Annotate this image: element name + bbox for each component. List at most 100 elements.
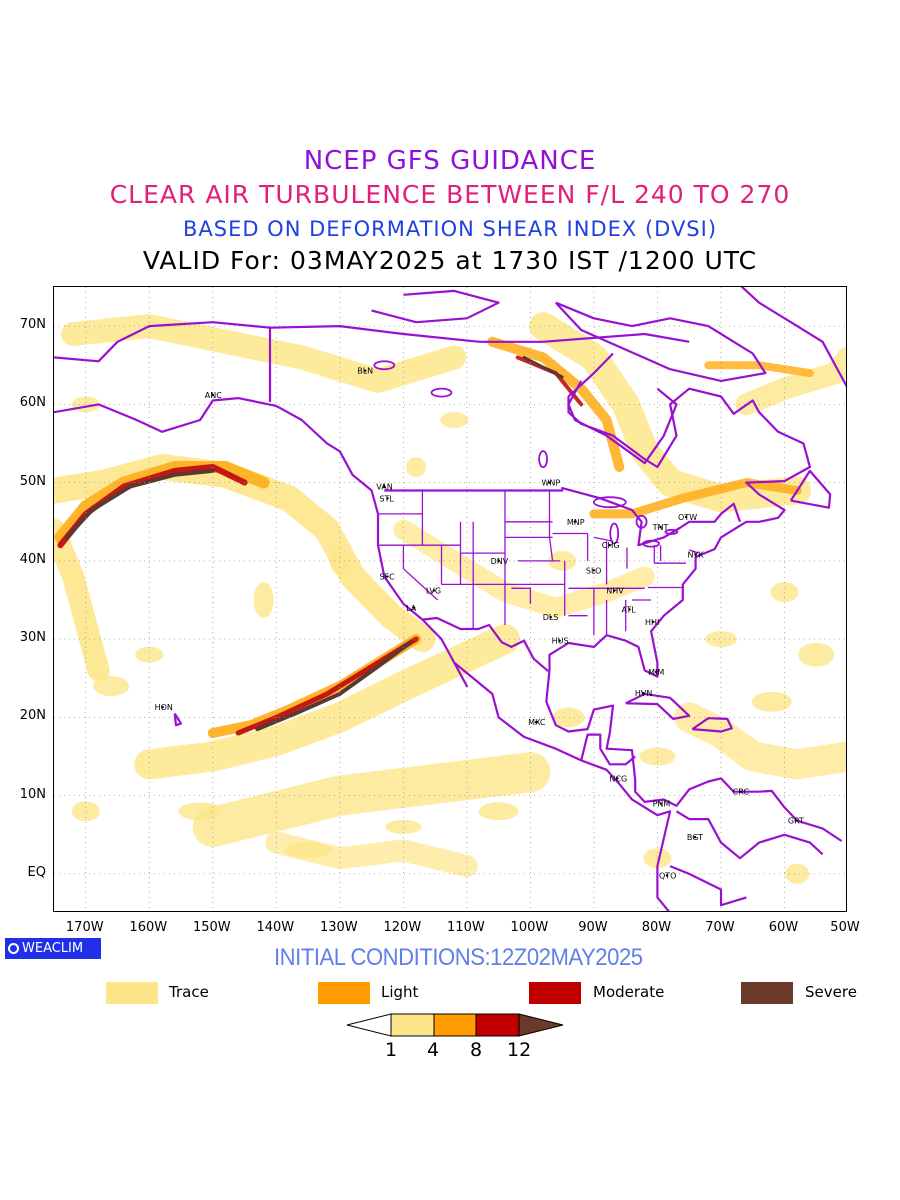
lake-outline-7 xyxy=(373,360,396,371)
lat-tick-30n: 30N xyxy=(19,630,46,646)
legend-label-light: Light xyxy=(381,983,419,1001)
trace-band-alaska xyxy=(61,314,467,393)
lat-tick-60n: 60N xyxy=(19,395,46,411)
lon-tick-120w: 120W xyxy=(383,920,422,935)
station-marker-nhv xyxy=(613,589,616,592)
station-marker-tnt xyxy=(659,526,662,529)
trace-blob-11 xyxy=(704,631,737,648)
trace-blob-3 xyxy=(284,842,333,859)
lon-tick-140w: 140W xyxy=(256,920,295,935)
lon-tick-80w: 80W xyxy=(641,920,672,935)
trace-blob-12 xyxy=(253,582,274,618)
lon-tick-50w: 50W xyxy=(830,920,860,935)
colorbar-tick-1: 1 xyxy=(385,1039,398,1061)
colorbar-tick-12: 12 xyxy=(507,1039,532,1061)
colorbar xyxy=(346,1013,564,1037)
trace-blob-5 xyxy=(478,802,519,821)
station-marker-bln xyxy=(364,369,367,372)
station-marker-atl xyxy=(628,608,631,611)
station-marker-pnm xyxy=(659,802,662,805)
map-canvas: ANCBLNVANSTLWNPMNPCHGTNTOTWNYKDNVSLOSFCL… xyxy=(54,287,846,911)
coast-cuba xyxy=(625,692,691,720)
light-band-north-pacific xyxy=(54,461,270,544)
lake-outline-0 xyxy=(592,496,627,509)
state-border-20 xyxy=(593,536,614,542)
legend-swatch-moderate xyxy=(529,982,581,1004)
title-line-3: BASED ON DEFORMATION SHEAR INDEX (DVSI) xyxy=(182,217,718,241)
trace-blob-16 xyxy=(548,550,577,571)
legend-label-moderate: Moderate xyxy=(593,983,665,1001)
lon-tick-160w: 160W xyxy=(129,920,168,935)
lake-outline-4 xyxy=(664,529,679,535)
station-marker-hon xyxy=(161,706,164,709)
coast-arctic-islands-2 xyxy=(554,301,767,382)
station-marker-stl xyxy=(386,497,389,500)
trace-blob-6 xyxy=(552,707,585,728)
station-label-la: LA xyxy=(406,604,417,613)
station-label-hon: HON xyxy=(155,703,173,712)
colorbar-below-min xyxy=(346,1013,392,1037)
station-marker-mnp xyxy=(573,520,577,523)
station-marker-hus xyxy=(558,639,561,642)
station-marker-grt xyxy=(794,819,798,822)
title-line-1: NCEP GFS GUIDANCE xyxy=(303,146,597,176)
station-marker-otw xyxy=(684,515,688,519)
coast-hispaniola xyxy=(691,717,733,733)
lat-tick-40n: 40N xyxy=(19,551,46,567)
lake-outline-6 xyxy=(430,387,453,398)
trace-band-labrador xyxy=(735,346,846,416)
station-marker-crc xyxy=(739,790,742,793)
colorbar-tick-8: 8 xyxy=(470,1039,483,1061)
colorbar-bin-8-12 xyxy=(475,1013,520,1037)
trace-band-west-pacific xyxy=(54,518,110,682)
station-marker-dls xyxy=(549,616,552,619)
legend-swatch-severe xyxy=(741,982,793,1004)
trace-blob-1 xyxy=(135,646,164,663)
station-marker-la xyxy=(412,606,416,610)
turbulence-map: ANCBLNVANSTLWNPMNPCHGTNTOTWNYKDNVSLOSFCL… xyxy=(53,286,847,912)
lon-tick-170w: 170W xyxy=(65,920,104,935)
border-us-mexico xyxy=(422,616,549,673)
station-marker-lvg xyxy=(432,589,436,592)
station-marker-hhi xyxy=(651,620,655,624)
legend-swatch-trace xyxy=(106,982,158,1004)
border-central-america xyxy=(580,733,636,766)
border-south-america xyxy=(675,810,824,860)
trace-blob-17 xyxy=(643,848,672,869)
lat-tick-10n: 10N xyxy=(19,786,46,802)
station-marker-dnv xyxy=(497,559,500,563)
station-marker-sfc xyxy=(386,575,389,578)
trace-band-caribbean xyxy=(674,702,846,780)
trace-blob-2 xyxy=(178,802,223,821)
lat-tick-eq: EQ xyxy=(27,864,46,880)
trace-blob-9 xyxy=(798,642,835,667)
weaclim-logo: WEACLIM xyxy=(5,938,101,959)
coast-newfoundland xyxy=(789,469,832,509)
legend-swatch-light xyxy=(318,982,370,1004)
trace-blob-15 xyxy=(406,456,427,477)
station-labels: ANCBLNVANSTLWNPMNPCHGTNTOTWNYKDNVSLOSFCL… xyxy=(155,367,804,881)
lon-tick-150w: 150W xyxy=(192,920,231,935)
station-marker-qto xyxy=(665,874,669,877)
station-marker-hvn xyxy=(641,691,645,695)
border-south-america-2 xyxy=(669,865,747,907)
station-marker-slo xyxy=(592,569,596,572)
lon-tick-110w: 110W xyxy=(447,920,485,935)
initial-conditions-label: INITIAL CONDITIONS:12Z02MAY2025 xyxy=(274,944,643,971)
lake-outline-2 xyxy=(635,514,648,529)
lon-tick-130w: 130W xyxy=(319,920,358,935)
lake-outline-1 xyxy=(609,522,620,545)
severe-band-north-pacific xyxy=(64,468,215,540)
station-marker-chg xyxy=(608,544,611,547)
station-marker-bgt xyxy=(693,835,697,839)
lon-tick-100w: 100W xyxy=(510,920,549,935)
station-marker-anc xyxy=(211,393,214,397)
light-band-baffin xyxy=(704,361,814,378)
lon-tick-60w: 60W xyxy=(768,920,799,935)
legend-label-severe: Severe xyxy=(805,983,857,1001)
trace-blob-8 xyxy=(751,691,792,712)
coast-alaska xyxy=(54,321,690,363)
turbulence-shading xyxy=(54,312,846,884)
trace-blob-4 xyxy=(385,819,422,834)
station-marker-nyk xyxy=(694,553,697,556)
